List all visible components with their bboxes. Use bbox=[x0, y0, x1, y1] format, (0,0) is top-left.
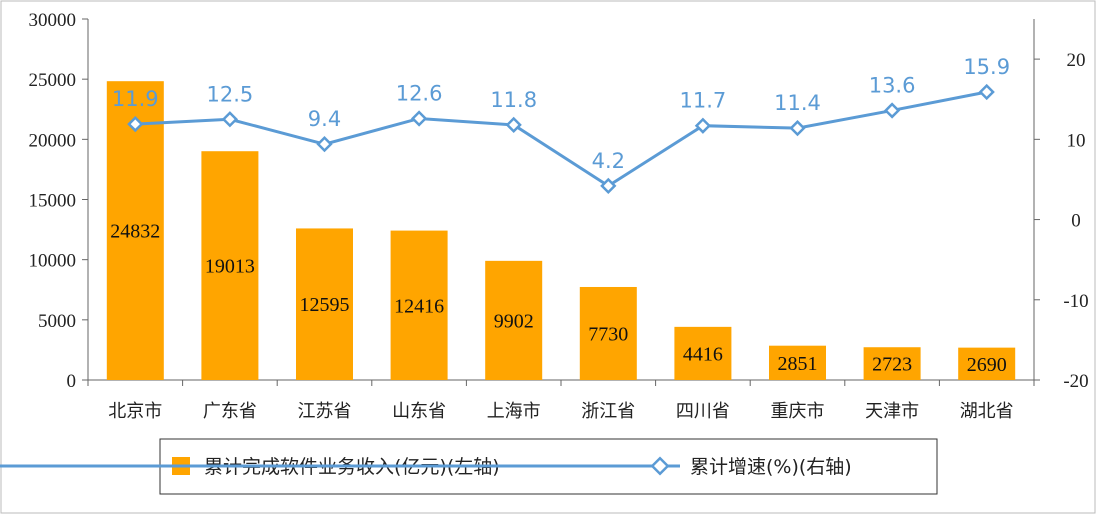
bar bbox=[863, 347, 921, 380]
left-tick-label: 15000 bbox=[29, 191, 77, 212]
line-data-label: 11.4 bbox=[774, 91, 821, 115]
category-label: 湖北省 bbox=[960, 401, 1014, 422]
bar-data-label: 12416 bbox=[394, 295, 444, 317]
line-data-label: 12.6 bbox=[396, 81, 443, 105]
line-data-labels: 11.9 12.5 9.4 12.6 11.8 4.2 11.7 11.4 13.6 15.9 bbox=[112, 55, 1010, 173]
category-label: 四川省 bbox=[676, 401, 730, 422]
line-data-label: 12.5 bbox=[207, 82, 254, 106]
category-label: 上海市 bbox=[487, 401, 541, 422]
category-label: 江苏省 bbox=[298, 401, 352, 422]
left-tick-label: 30000 bbox=[29, 10, 77, 31]
bar bbox=[201, 151, 259, 380]
bar bbox=[485, 260, 543, 380]
line-data-label: 13.6 bbox=[869, 73, 916, 97]
right-tick-label: 10 bbox=[1067, 130, 1086, 151]
line-point bbox=[600, 177, 617, 194]
line-point bbox=[127, 115, 144, 133]
bar-data-label: 9902 bbox=[494, 310, 534, 332]
line-data-label: 11.8 bbox=[490, 88, 537, 112]
axes: 0 5000 10000 15000 20000 25000 30000 -20 -10 0 10 2… bbox=[29, 10, 1089, 392]
line-point bbox=[221, 111, 239, 128]
legend-line-label: 累计增速(%)(右轴) bbox=[690, 456, 852, 478]
line-point bbox=[316, 136, 333, 153]
line-data-label: 15.9 bbox=[963, 55, 1010, 79]
bar bbox=[958, 347, 1016, 380]
category-label: 广东省 bbox=[203, 401, 257, 422]
bar-data-label: 4416 bbox=[683, 343, 723, 365]
right-tick-label: -10 bbox=[1063, 291, 1088, 312]
right-tick-label: 0 bbox=[1071, 211, 1081, 232]
bar-series bbox=[106, 81, 1016, 380]
line-point bbox=[978, 83, 995, 101]
bar bbox=[769, 345, 826, 380]
left-tick-label: 20000 bbox=[29, 130, 77, 151]
bar bbox=[296, 228, 353, 380]
line-data-label: 11.9 bbox=[112, 87, 159, 111]
line-point bbox=[789, 119, 806, 137]
line-series bbox=[127, 83, 995, 194]
bar-data-label: 19013 bbox=[205, 256, 255, 278]
bar-data-labels: 24832 19013 12595 12416 9902 7730 4416 2851 2723… bbox=[110, 221, 1006, 376]
bar-data-label: 24832 bbox=[110, 221, 160, 243]
left-tick-label: 5000 bbox=[38, 311, 76, 332]
line-point bbox=[410, 110, 428, 127]
legend-line-marker bbox=[650, 456, 670, 476]
legend: 累计完成软件业务收入(亿元)(左轴) 累计增速(%)(右轴) bbox=[0, 438, 938, 495]
line-data-label: 9.4 bbox=[308, 107, 341, 131]
line-point bbox=[883, 102, 901, 119]
category-labels: 北京市 广东省 江苏省 山东省 上海市 浙江省 四川省 重庆市 天津市 湖北省 bbox=[108, 401, 1013, 422]
line-point bbox=[505, 116, 522, 134]
bar bbox=[579, 286, 637, 380]
bar-data-label: 2690 bbox=[967, 354, 1007, 376]
line-data-label: 11.7 bbox=[680, 89, 727, 113]
left-tick-label: 25000 bbox=[29, 70, 77, 91]
right-tick-label: -20 bbox=[1063, 371, 1088, 392]
growth-line bbox=[135, 90, 987, 188]
category-label: 山东省 bbox=[392, 401, 446, 422]
category-label: 天津市 bbox=[865, 401, 919, 422]
left-tick-label: 0 bbox=[67, 371, 77, 392]
right-tick-label: 20 bbox=[1067, 50, 1086, 71]
category-label: 重庆市 bbox=[771, 401, 825, 422]
category-label: 浙江省 bbox=[581, 401, 635, 422]
bar-data-label: 12595 bbox=[300, 294, 350, 316]
category-label: 北京市 bbox=[108, 401, 162, 422]
line-point bbox=[694, 117, 712, 134]
line-data-label: 4.2 bbox=[592, 149, 625, 173]
bar bbox=[674, 326, 732, 380]
bar bbox=[390, 230, 448, 380]
bar-data-label: 2851 bbox=[778, 353, 818, 375]
bar-data-label: 7730 bbox=[588, 323, 628, 345]
bar-data-label: 2723 bbox=[872, 354, 912, 376]
left-tick-label: 10000 bbox=[29, 251, 77, 272]
